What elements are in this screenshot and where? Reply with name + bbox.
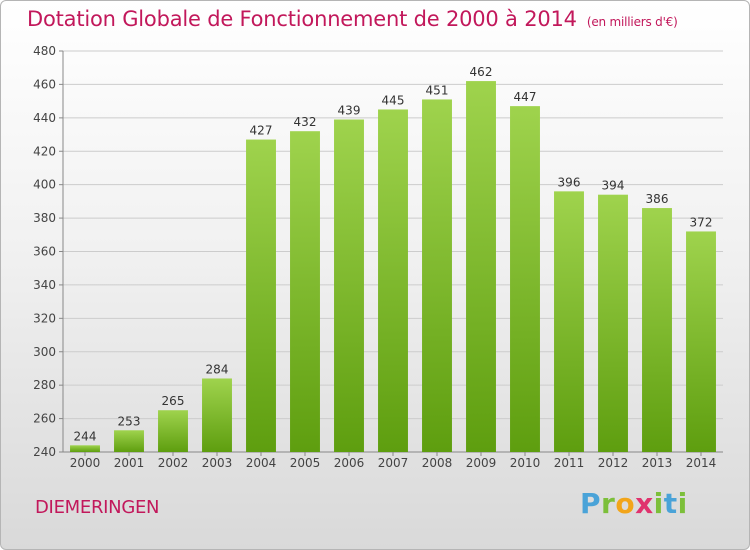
x-tick-label-2014: 2014 <box>686 456 717 470</box>
x-tick-label-2004: 2004 <box>246 456 277 470</box>
bars <box>70 81 716 453</box>
data-label-2011: 396 <box>558 175 581 189</box>
data-label-2000: 244 <box>74 429 97 443</box>
x-tick-label-2003: 2003 <box>202 456 233 470</box>
x-tick-label-2006: 2006 <box>334 456 365 470</box>
y-tick-label: 340 <box>33 278 56 292</box>
data-label-2006: 439 <box>338 104 361 118</box>
bar-2008 <box>422 99 452 453</box>
y-tick-label: 260 <box>33 412 56 426</box>
x-tick-label-2012: 2012 <box>598 456 629 470</box>
x-tick-label-2007: 2007 <box>378 456 409 470</box>
bar-2009 <box>466 81 496 452</box>
x-tick-label-2000: 2000 <box>70 456 101 470</box>
y-tick-label: 460 <box>33 77 56 91</box>
bar-2010 <box>510 106 540 452</box>
bar-2000 <box>70 445 100 452</box>
logo-letter: r <box>601 487 616 520</box>
x-tick-label-2002: 2002 <box>158 456 189 470</box>
data-label-2001: 253 <box>118 414 141 428</box>
bar-2004 <box>246 139 276 452</box>
data-label-2008: 451 <box>426 83 449 97</box>
y-tick-label: 380 <box>33 211 56 225</box>
data-label-2009: 462 <box>470 65 493 79</box>
bar-2006 <box>334 119 364 453</box>
bar-2003 <box>202 378 232 452</box>
x-tick-label-2011: 2011 <box>554 456 585 470</box>
data-label-2012: 394 <box>602 179 625 193</box>
data-label-2014: 372 <box>690 215 713 229</box>
y-tick-label: 400 <box>33 178 56 192</box>
data-label-2004: 427 <box>250 124 273 138</box>
data-label-2010: 447 <box>514 90 537 104</box>
x-tick-label-2010: 2010 <box>510 456 541 470</box>
commune-name: DIEMERINGEN <box>35 497 160 518</box>
bar-2012 <box>598 194 628 453</box>
logo-letter: P <box>580 487 602 520</box>
axes: 240 260 280 300 320 340 360 380 400 420 440 460 480 2… <box>33 44 723 470</box>
y-tick-label: 360 <box>33 245 56 259</box>
logo-letter: i <box>653 487 664 520</box>
chart-title-text: Dotation Globale de Fonctionnement de 20… <box>27 7 577 31</box>
bar-2014 <box>686 231 716 452</box>
data-label-2003: 284 <box>206 362 229 376</box>
x-tick-label-2013: 2013 <box>642 456 673 470</box>
bar-2007 <box>378 109 408 453</box>
y-tick-label: 420 <box>33 144 56 158</box>
unit-label: (en milliers d'€) <box>586 15 678 29</box>
data-label-2007: 445 <box>382 93 405 107</box>
y-tick-label: 240 <box>33 445 56 459</box>
y-tick-label: 320 <box>33 311 56 325</box>
y-tick-label: 440 <box>33 111 56 125</box>
bar-2005 <box>290 131 320 452</box>
logo-letter: i <box>677 487 688 520</box>
y-tick-label: 280 <box>33 378 56 392</box>
bar-2011 <box>554 191 584 452</box>
bar-2001 <box>114 430 144 452</box>
logo-letter: o <box>615 487 636 520</box>
data-label-2013: 386 <box>646 192 669 206</box>
logo-letter: x <box>635 487 654 520</box>
data-label-2005: 432 <box>294 115 317 129</box>
logo-letter: t <box>663 487 678 520</box>
proxiti-logo: Proxiti <box>580 487 688 520</box>
chart-title: Dotation Globale de Fonctionnement de 20… <box>27 7 678 31</box>
x-tick-label-2008: 2008 <box>422 456 453 470</box>
data-labels: 244 253 265 284 427 432 439 445 451 462 447 396 394 3… <box>74 65 713 443</box>
y-tick-label: 480 <box>33 44 56 58</box>
bar-2002 <box>158 410 188 452</box>
x-tick-label-2009: 2009 <box>466 456 497 470</box>
bar-2013 <box>642 208 672 452</box>
y-tick-label: 300 <box>33 345 56 359</box>
x-tick-label-2005: 2005 <box>290 456 321 470</box>
x-tick-label-2001: 2001 <box>114 456 145 470</box>
data-label-2002: 265 <box>162 394 185 408</box>
